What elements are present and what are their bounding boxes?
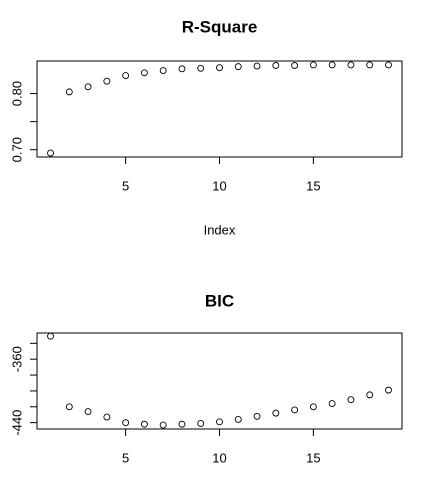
bic-point [366,391,374,399]
bic-x-tick-label: 10 [212,450,226,465]
bic-point [234,416,242,423]
bic-point [253,412,261,420]
r-square-point [309,61,317,69]
r-square-x-axis-label: Index [204,222,236,237]
r-square-point [385,61,392,69]
bic-panel: BIC 5 10 15 -440 -360 [9,291,403,465]
bic-plot-frame [36,332,403,430]
bic-point [309,403,317,411]
r-square-y-tick-label: 0.70 [9,137,24,162]
bic-point [47,332,54,340]
r-square-title: R-Square [182,17,258,36]
r-square-point [328,61,336,69]
bic-point [122,419,130,427]
r-square-point [253,62,261,70]
r-square-point [178,65,186,73]
bic-point [291,406,299,414]
bic-title: BIC [205,291,234,310]
bic-x-tick-label: 5 [122,450,129,465]
r-square-x-tick-label: 15 [306,178,320,193]
r-square-point [159,67,167,74]
r-square-point [234,63,242,71]
r-square-point [103,77,111,85]
r-square-plot-frame [36,60,403,158]
r-square-point [84,83,92,91]
bic-point [178,420,186,428]
bic-y-tick-label: -360 [9,346,24,372]
bic-point [84,408,92,415]
r-square-point [347,61,355,69]
bic-point [140,420,148,428]
bic-point [159,421,167,429]
r-square-panel: R-Square 5 10 15 Index 0.70 0.80 [9,17,403,237]
bic-point [347,396,355,404]
bic-point [197,419,205,427]
r-square-point [197,64,205,72]
bic-point [103,413,111,421]
bic-point [328,400,336,408]
bic-point [385,386,392,394]
bic-x-tick-label: 15 [306,450,320,465]
r-square-point [47,149,54,157]
r-square-point [366,61,374,69]
r-square-point [272,62,280,69]
bic-y-tick-label: -440 [9,410,24,436]
r-square-point [65,88,73,96]
bic-point [272,409,280,417]
r-square-point [140,69,148,77]
r-square-x-tick-label: 10 [212,178,226,193]
r-square-point [122,72,130,80]
r-square-x-tick-label: 5 [122,178,129,193]
r-square-y-tick-label: 0.80 [9,81,24,106]
r-square-point [291,62,299,69]
r-square-point [216,64,223,72]
bic-point [216,418,223,426]
bic-point [65,403,73,411]
